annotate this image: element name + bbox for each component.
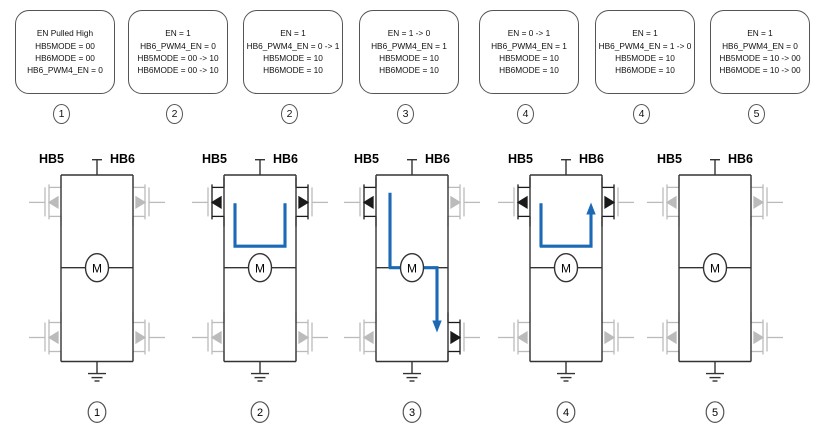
svg-text:M: M <box>92 262 102 276</box>
svg-text:M: M <box>710 262 720 276</box>
svg-text:1: 1 <box>94 407 100 419</box>
svg-text:HB6: HB6 <box>273 152 298 166</box>
svg-text:HB5: HB5 <box>202 152 227 166</box>
svg-text:2: 2 <box>257 407 263 419</box>
svg-text:3: 3 <box>409 407 415 419</box>
svg-text:HB5: HB5 <box>39 152 64 166</box>
svg-text:4: 4 <box>563 407 569 419</box>
svg-text:HB6: HB6 <box>579 152 604 166</box>
svg-text:HB5: HB5 <box>657 152 682 166</box>
svg-text:HB5: HB5 <box>354 152 379 166</box>
svg-text:M: M <box>561 262 571 276</box>
svg-text:5: 5 <box>712 407 718 419</box>
svg-text:HB5: HB5 <box>508 152 533 166</box>
svg-text:M: M <box>407 262 417 276</box>
svg-text:HB6: HB6 <box>110 152 135 166</box>
svg-text:M: M <box>255 262 265 276</box>
svg-text:HB6: HB6 <box>425 152 450 166</box>
svg-text:HB6: HB6 <box>728 152 753 166</box>
